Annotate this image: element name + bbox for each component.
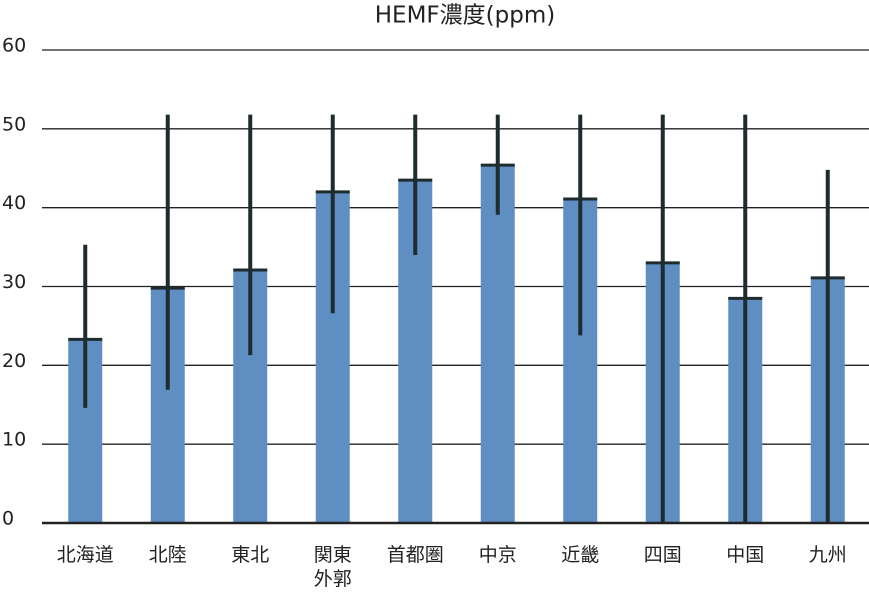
x-tick-label: 九州 xyxy=(808,544,847,566)
y-tick-label: 30 xyxy=(2,271,26,293)
x-tick-label: 中京 xyxy=(478,544,517,566)
y-tick-label: 40 xyxy=(2,192,26,214)
y-tick-label: 60 xyxy=(2,35,26,57)
x-tick-label: 首都圏 xyxy=(386,544,444,566)
x-tick-label: 四国 xyxy=(643,544,682,566)
y-tick-label: 20 xyxy=(2,350,26,372)
y-tick-label: 10 xyxy=(2,429,26,451)
x-tick-label: 東北 xyxy=(231,544,270,566)
x-tick-label: 近畿 xyxy=(561,544,600,566)
x-tick-label: 中国 xyxy=(726,544,765,566)
y-tick-label: 50 xyxy=(2,113,26,135)
bar xyxy=(480,165,515,523)
chart-title: HEMF濃度(ppm) xyxy=(375,3,555,29)
y-tick-label: 0 xyxy=(2,508,14,530)
x-tick-label: 関東 外郭 xyxy=(313,544,352,590)
x-tick-label: 北海道 xyxy=(56,544,114,566)
x-tick-label: 北陸 xyxy=(148,544,187,566)
